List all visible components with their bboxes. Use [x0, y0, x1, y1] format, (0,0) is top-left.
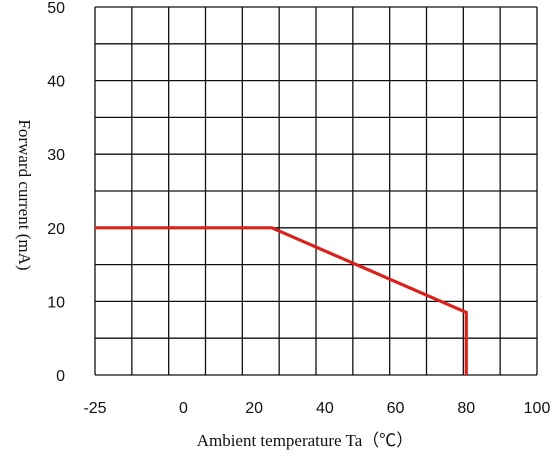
- y-tick-label: 30: [47, 147, 65, 164]
- x-tick-label: -25: [83, 400, 106, 417]
- y-tick-label: 50: [47, 0, 65, 17]
- x-tick-label: 20: [245, 400, 263, 417]
- y-tick-label: 40: [47, 74, 65, 91]
- x-tick-label: 60: [387, 400, 405, 417]
- x-tick-label: 40: [316, 400, 334, 417]
- series-layer: [95, 226, 468, 375]
- tick-labels: -25 0 20 40 60 80 100 0 10 20 30 40 50: [47, 0, 550, 417]
- x-tick-label: 80: [457, 400, 475, 417]
- y-axis-title: Forward current (mA): [15, 119, 34, 270]
- grid: [94, 6, 538, 376]
- y-tick-label: 0: [56, 368, 65, 385]
- y-tick-label: 10: [47, 294, 65, 311]
- y-tick-label: 20: [47, 221, 65, 238]
- series-line-0: [95, 226, 468, 375]
- x-tick-label: 0: [179, 400, 188, 417]
- x-axis-title: Ambient temperature Ta（℃）: [197, 431, 414, 450]
- x-tick-label: 100: [524, 400, 551, 417]
